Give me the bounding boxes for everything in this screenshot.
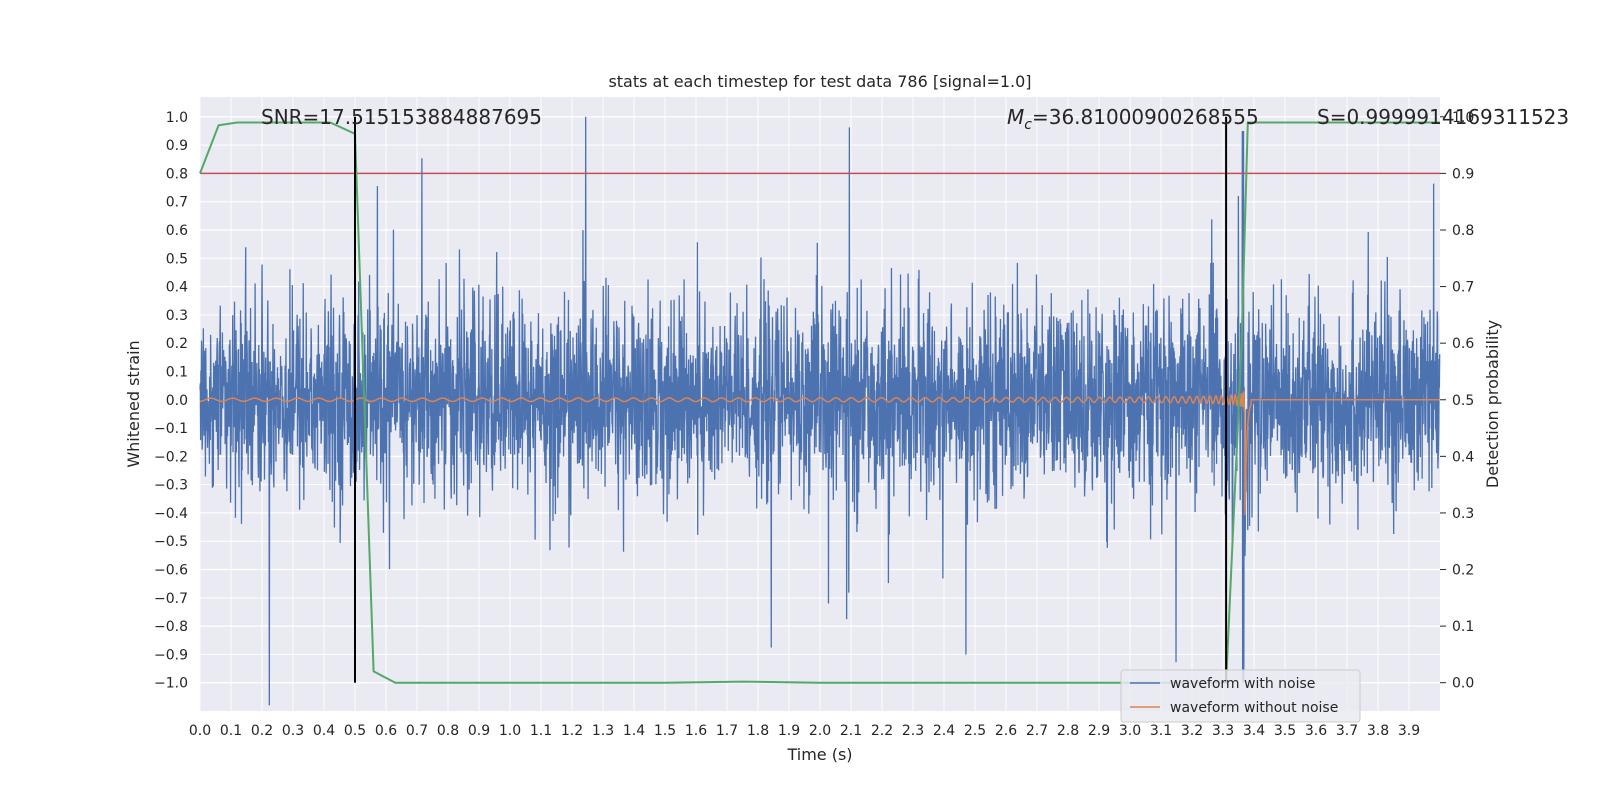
legend: waveform with noise waveform without noi… bbox=[1120, 669, 1361, 723]
y-left-tick-label: 0.0 bbox=[166, 393, 188, 409]
x-tick-label: 3.4 bbox=[1243, 723, 1265, 739]
y-left-tick-label: −1.0 bbox=[154, 676, 188, 692]
x-tick-label: 3.6 bbox=[1305, 723, 1327, 739]
x-tick-label: 1.9 bbox=[778, 723, 800, 739]
y-left-tick-label: 0.5 bbox=[166, 251, 188, 267]
x-tick-label: 1.0 bbox=[499, 723, 521, 739]
y-left-tick-label: −0.8 bbox=[154, 619, 188, 635]
y-left-tick-label: 0.1 bbox=[166, 364, 188, 380]
legend-label-noise: waveform with noise bbox=[1170, 676, 1315, 692]
y-left-axis-ticks: 1.0 0.9 0.8 0.7 0.6 0.5 0.4 0.3 0.2 0.1 0.0 −0.1 −0.… bbox=[154, 110, 188, 692]
x-tick-label: 2.1 bbox=[840, 723, 862, 739]
x-tick-label: 1.4 bbox=[623, 723, 645, 739]
x-tick-label: 2.3 bbox=[902, 723, 924, 739]
y-right-tick-label: 1.0 bbox=[1452, 110, 1474, 126]
x-tick-label: 0.6 bbox=[375, 723, 397, 739]
y-left-tick-label: −0.3 bbox=[154, 478, 188, 494]
y-left-axis-label: Whitened strain bbox=[124, 340, 143, 467]
x-tick-label: 2.0 bbox=[809, 723, 831, 739]
x-tick-label: 3.9 bbox=[1398, 723, 1420, 739]
x-tick-label: 3.8 bbox=[1367, 723, 1389, 739]
x-tick-label: 1.8 bbox=[747, 723, 769, 739]
legend-box bbox=[1120, 669, 1361, 723]
y-right-tick-label: 0.7 bbox=[1452, 280, 1474, 296]
x-axis-ticks: 0.0 0.1 0.2 0.3 0.4 0.5 0.6 0.7 0.8 0.9 1.0 1.1 1.2 1… bbox=[189, 723, 1420, 739]
y-left-tick-label: 0.6 bbox=[166, 223, 188, 239]
x-tick-label: 0.4 bbox=[313, 723, 335, 739]
x-tick-label: 3.1 bbox=[1150, 723, 1172, 739]
x-tick-label: 2.4 bbox=[933, 723, 955, 739]
x-tick-label: 1.2 bbox=[561, 723, 583, 739]
x-tick-label: 2.6 bbox=[995, 723, 1017, 739]
x-axis-label: Time (s) bbox=[786, 745, 852, 764]
x-tick-label: 3.0 bbox=[1119, 723, 1141, 739]
y-right-tick-label: 0.9 bbox=[1452, 166, 1474, 182]
x-tick-label: 0.5 bbox=[344, 723, 366, 739]
y-left-tick-label: 1.0 bbox=[166, 110, 188, 126]
x-tick-label: 2.2 bbox=[871, 723, 893, 739]
x-tick-label: 2.7 bbox=[1026, 723, 1048, 739]
x-tick-label: 3.7 bbox=[1336, 723, 1358, 739]
x-tick-label: 0.2 bbox=[251, 723, 273, 739]
x-tick-label: 0.7 bbox=[406, 723, 428, 739]
x-tick-label: 3.3 bbox=[1212, 723, 1234, 739]
y-right-tick-label: 0.5 bbox=[1452, 393, 1474, 409]
y-left-tick-label: −0.4 bbox=[154, 506, 188, 522]
y-left-tick-label: 0.9 bbox=[166, 138, 188, 154]
series-waveform-without-noise bbox=[199, 391, 1440, 515]
y-left-tick-label: 0.4 bbox=[166, 280, 188, 296]
series-detection-probability bbox=[199, 121, 1440, 684]
s-annotation: S=0.9999914169311523 bbox=[1317, 105, 1569, 129]
x-tick-label: 1.6 bbox=[685, 723, 707, 739]
x-tick-label: 0.8 bbox=[437, 723, 459, 739]
y-right-tick-label: 0.0 bbox=[1452, 676, 1474, 692]
x-tick-label: 1.3 bbox=[592, 723, 614, 739]
y-right-tick-label: 0.8 bbox=[1452, 223, 1474, 239]
x-tick-label: 3.5 bbox=[1274, 723, 1296, 739]
chirp-mass-value: =36.81000900268555 bbox=[1032, 105, 1259, 129]
x-tick-label: 1.1 bbox=[530, 723, 552, 739]
x-tick-label: 0.1 bbox=[220, 723, 242, 739]
snr-annotation: SNR=17.515153884887695 bbox=[261, 105, 542, 129]
y-left-tick-label: −0.2 bbox=[154, 449, 188, 465]
x-tick-label: 0.3 bbox=[282, 723, 304, 739]
x-tick-label: 0.9 bbox=[468, 723, 490, 739]
y-left-tick-label: −0.7 bbox=[154, 591, 188, 607]
y-left-tick-label: −0.5 bbox=[154, 534, 188, 550]
x-tick-label: 2.9 bbox=[1088, 723, 1110, 739]
y-right-axis-ticks: 0.0 0.1 0.2 0.3 0.4 0.5 0.6 0.7 0.8 0.9 1.0 bbox=[1440, 110, 1474, 692]
y-right-tick-label: 0.2 bbox=[1452, 563, 1474, 579]
x-tick-label: 2.5 bbox=[964, 723, 986, 739]
y-left-tick-label: 0.2 bbox=[166, 336, 188, 352]
y-left-tick-label: −0.6 bbox=[154, 563, 188, 579]
x-tick-label: 1.5 bbox=[654, 723, 676, 739]
y-left-tick-label: −0.9 bbox=[154, 647, 188, 663]
chirp-mass-annotation: Mc=36.81000900268555 bbox=[1007, 105, 1259, 133]
y-left-tick-label: 0.7 bbox=[166, 195, 188, 211]
y-right-tick-label: 0.1 bbox=[1452, 619, 1474, 635]
series-waveform-with-noise bbox=[199, 116, 1441, 706]
chirp-mass-subscript: c bbox=[1024, 117, 1032, 133]
y-right-tick-label: 0.3 bbox=[1452, 506, 1474, 522]
chirp-mass-symbol: M bbox=[1007, 105, 1024, 129]
y-left-tick-label: −0.1 bbox=[154, 421, 188, 437]
x-tick-label: 1.7 bbox=[716, 723, 738, 739]
legend-label-clean: waveform without noise bbox=[1170, 700, 1338, 716]
y-left-tick-label: 0.3 bbox=[166, 308, 188, 324]
plot-area bbox=[199, 116, 1441, 706]
x-tick-label: 2.8 bbox=[1057, 723, 1079, 739]
chart-title: stats at each timestep for test data 786… bbox=[608, 72, 1031, 91]
y-left-tick-label: 0.8 bbox=[166, 166, 188, 182]
x-tick-label: 3.2 bbox=[1181, 723, 1203, 739]
y-right-tick-label: 0.4 bbox=[1452, 449, 1474, 465]
y-right-axis-label: Detection probability bbox=[1483, 320, 1502, 488]
x-tick-label: 0.0 bbox=[189, 723, 211, 739]
y-right-tick-label: 0.6 bbox=[1452, 336, 1474, 352]
